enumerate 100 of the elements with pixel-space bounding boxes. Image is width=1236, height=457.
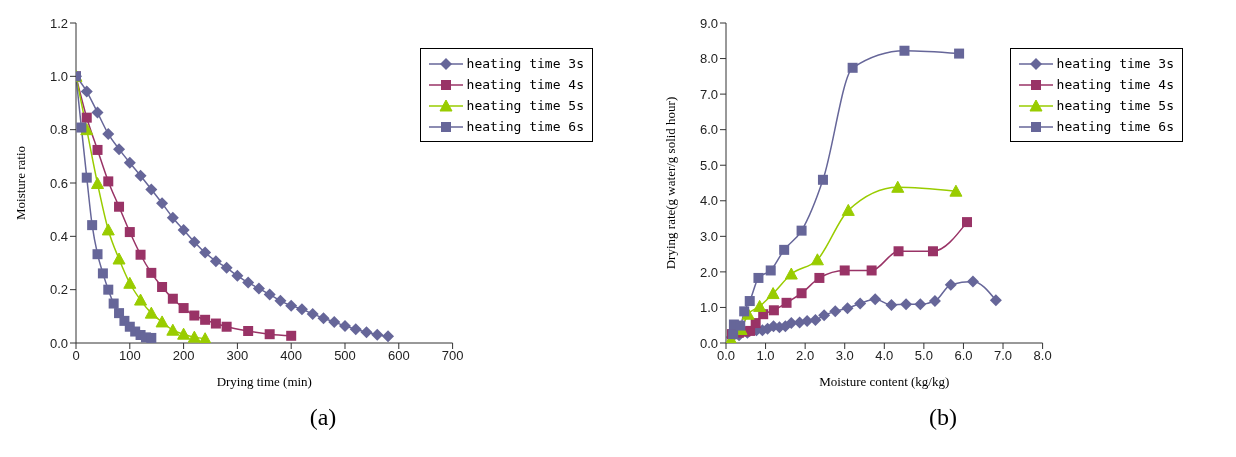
point — [814, 272, 825, 283]
point — [349, 323, 362, 336]
text: (b) — [928, 404, 958, 431]
x-tick-label: 200 — [172, 348, 195, 364]
text: (a) — [308, 404, 338, 431]
point — [134, 169, 147, 182]
point — [847, 62, 858, 73]
point — [189, 310, 200, 321]
point — [124, 227, 135, 238]
point — [114, 308, 125, 319]
x-tick-label: 0 — [72, 348, 80, 364]
point — [103, 284, 114, 295]
point — [91, 106, 104, 119]
point — [839, 265, 850, 276]
x-tick-label: 8.0 — [1033, 348, 1052, 364]
point — [97, 268, 108, 279]
point — [274, 294, 287, 307]
point — [92, 249, 103, 260]
point — [339, 319, 351, 332]
point — [102, 127, 115, 140]
x-axis-title: Moisture content (kg/kg) — [819, 374, 950, 389]
point — [285, 299, 298, 312]
point — [784, 267, 798, 280]
point — [817, 174, 828, 185]
point — [927, 246, 938, 257]
point — [135, 249, 146, 260]
legend-label: heating time 6s — [466, 119, 584, 134]
point — [123, 276, 137, 289]
point — [306, 307, 319, 320]
y-tick-label: 8.0 — [699, 51, 718, 67]
x-tick-label: 2.0 — [796, 348, 815, 364]
y-tick-label: 0.6 — [49, 175, 68, 191]
point — [200, 314, 211, 325]
point — [134, 293, 148, 306]
y-tick-label: 4.0 — [699, 193, 718, 209]
point — [188, 235, 201, 248]
legend-label: heating time 5s — [1056, 98, 1174, 113]
y-tick-label: 1.0 — [49, 68, 68, 84]
y-tick-label: 5.0 — [699, 157, 718, 173]
point — [221, 321, 232, 332]
point — [766, 287, 780, 300]
point — [157, 282, 168, 292]
y-tick-label: 0.0 — [49, 335, 68, 351]
x-tick-label: 400 — [280, 348, 303, 364]
y-tick-label: 1.2 — [49, 15, 68, 31]
legend-label: heating time 3s — [466, 56, 584, 71]
y-axis-title: Drying rate(g water/g solid hour) — [662, 96, 678, 270]
point — [891, 180, 905, 193]
y-axis-title: Moisture ratio — [12, 145, 28, 221]
point — [360, 326, 373, 339]
point — [264, 329, 275, 340]
point — [155, 315, 169, 328]
point — [286, 330, 297, 341]
point — [900, 298, 913, 311]
point — [220, 261, 233, 274]
point — [187, 330, 201, 343]
point — [739, 306, 750, 317]
point — [167, 293, 178, 304]
point — [113, 143, 126, 156]
y-tick-label: 9.0 — [699, 15, 718, 31]
x-tick-label: 700 — [441, 348, 464, 364]
point — [854, 297, 867, 310]
legend-label: heating time 3s — [1056, 56, 1174, 71]
point — [210, 318, 221, 329]
point — [796, 225, 807, 236]
point — [101, 223, 115, 236]
point — [76, 122, 87, 133]
x-tick-label: 600 — [387, 348, 410, 364]
point — [108, 298, 119, 309]
point — [899, 45, 910, 56]
point — [328, 315, 341, 328]
point — [199, 246, 212, 259]
point — [949, 184, 963, 197]
x-tick-label: 5.0 — [914, 348, 933, 364]
x-tick-label: 100 — [118, 348, 141, 364]
point — [81, 112, 92, 123]
point — [841, 302, 854, 315]
point — [144, 306, 158, 319]
point — [112, 252, 126, 265]
point — [145, 183, 158, 196]
y-tick-label: 6.0 — [699, 122, 718, 138]
point — [928, 295, 941, 308]
y-tick-label: 0.8 — [49, 122, 68, 138]
x-tick-label: 0.0 — [716, 348, 736, 364]
x-tick-label: 300 — [226, 348, 249, 364]
point — [103, 176, 114, 187]
point — [382, 330, 395, 343]
point — [209, 255, 222, 268]
legend-label: heating time 4s — [466, 77, 584, 92]
point — [177, 327, 191, 340]
point — [966, 275, 979, 288]
point — [146, 267, 157, 278]
point — [114, 201, 125, 212]
y-tick-label: 2.0 — [699, 264, 718, 280]
legend-label: heating time 5s — [466, 98, 584, 113]
y-tick-label: 0.2 — [49, 282, 68, 298]
point — [92, 144, 103, 155]
y-tick-label: 3.0 — [699, 228, 718, 244]
point — [810, 253, 824, 266]
x-tick-label: 500 — [334, 348, 356, 364]
